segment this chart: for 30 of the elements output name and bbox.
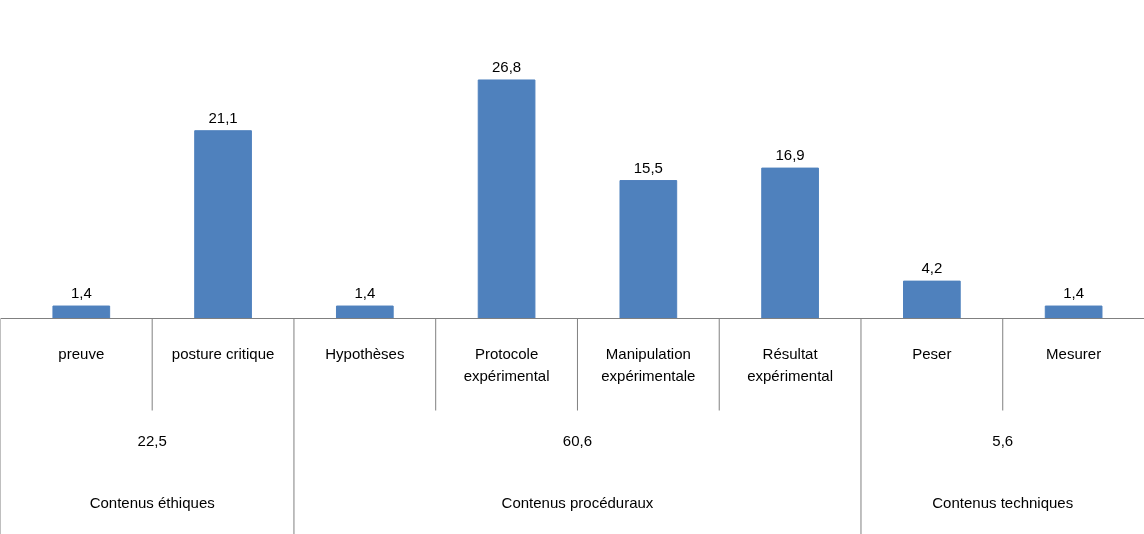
data-label: 21,1 bbox=[208, 108, 238, 126]
text: Contenus procéduraux bbox=[501, 494, 654, 511]
data-label: 1,4 bbox=[354, 284, 376, 302]
data-label: 1,4 bbox=[70, 284, 92, 302]
data-label: 26,8 bbox=[491, 57, 522, 75]
x-tick-label: Manipulation expérimentale bbox=[601, 344, 696, 384]
text: Contenus techniques bbox=[932, 494, 1074, 511]
data-label: 15,5 bbox=[633, 158, 663, 176]
bar bbox=[903, 280, 961, 319]
text: 5,6 bbox=[992, 431, 1014, 449]
bar bbox=[477, 79, 536, 319]
x-tick-label: preuve bbox=[58, 344, 105, 362]
text: 22,5 bbox=[137, 431, 167, 449]
x-tick-label: Mesurer bbox=[1046, 344, 1102, 362]
x-tick-label: Peser bbox=[912, 344, 952, 362]
data-label: 4,2 bbox=[921, 259, 943, 277]
bar bbox=[335, 305, 394, 319]
x-tick-label: Hypothèses bbox=[325, 344, 405, 362]
text: 60,6 bbox=[562, 431, 593, 449]
bar bbox=[194, 130, 252, 319]
data-label: 16,9 bbox=[775, 146, 805, 164]
x-tick-label: Protocole expérimental bbox=[463, 344, 550, 384]
text: Contenus éthiques bbox=[89, 494, 215, 511]
bar bbox=[1044, 305, 1103, 319]
x-tick-label: Résultat expérimental bbox=[747, 344, 834, 384]
x-tick-label: posture critique bbox=[171, 344, 275, 362]
bar bbox=[619, 180, 678, 319]
data-label: 1,4 bbox=[1063, 284, 1085, 302]
bar bbox=[761, 167, 819, 319]
bar bbox=[52, 305, 111, 319]
